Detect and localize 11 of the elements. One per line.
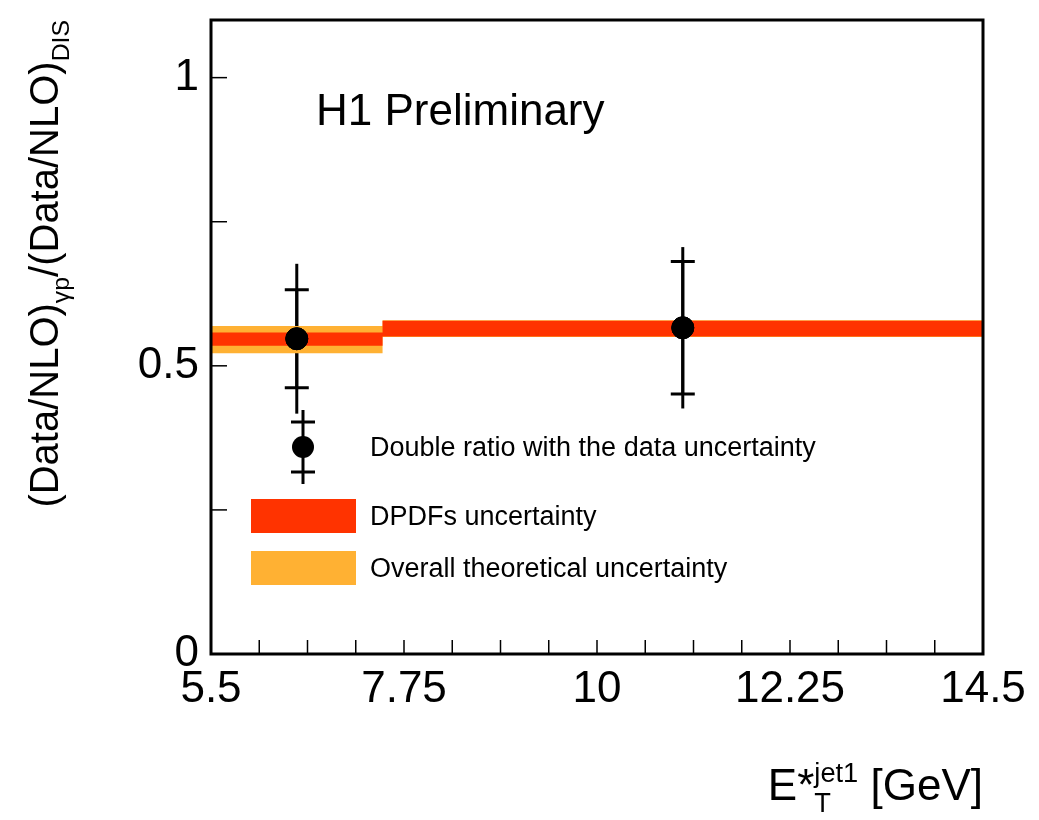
legend-label: Overall theoretical uncertainty xyxy=(370,552,728,584)
x-tick-label: 12.25 xyxy=(734,662,846,712)
x-tick-label: 14.5 xyxy=(940,662,1026,712)
y-tick-label: 1 xyxy=(174,49,199,99)
legend-label: Double ratio with the data uncertainty xyxy=(370,431,816,463)
x-tick-label: 10 xyxy=(572,662,622,712)
y-axis-title: (Data/NLO)γp/(Data/NLO)DIS xyxy=(22,19,75,508)
x-tick-label: 7.75 xyxy=(361,662,447,712)
annotation: H1 Preliminary xyxy=(316,85,605,134)
y-tick-label: 0.5 xyxy=(137,337,199,387)
legend-label: DPDFs uncertainty xyxy=(370,500,597,532)
